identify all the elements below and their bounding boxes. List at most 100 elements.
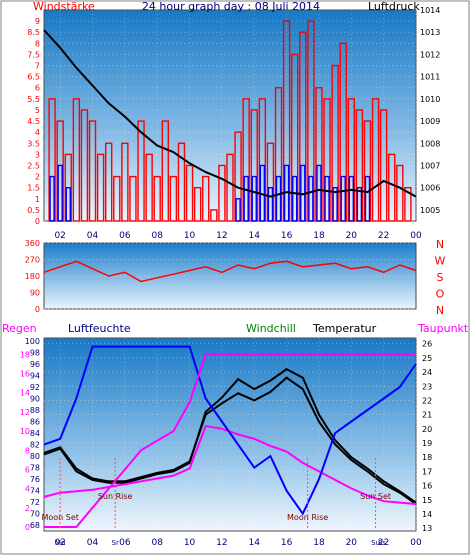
humidity-tick-label: 84 [30,429,40,438]
event-label: Moon Set [41,513,78,522]
rain-tick-label: 4 [25,485,30,494]
wind-tick-label: 5.5 [27,95,40,104]
gust-bar [49,175,55,222]
rain-tick-label: 6 [25,465,30,474]
event-label: Sun Rise [98,492,133,501]
rain-tick-label: 10 [20,427,30,436]
temperature-tick-label: 26 [422,340,432,349]
rain-tick-label: 18 [20,350,30,359]
humidity-tick-label: 92 [30,383,40,392]
rain-tick-label: 16 [20,370,30,379]
wind-tick-label: 1 [35,195,40,204]
x-tick-label: 08 [151,231,163,241]
wind-axis-title: Windstärke [33,0,95,13]
gust-bar [235,198,241,222]
humidity-tick-label: 82 [30,441,40,450]
x-tick-label: 10 [184,538,196,548]
pressure-tick-label: 1011 [420,73,440,82]
humidity-tick-label: 86 [30,418,40,427]
direction-tick-label: 180 [25,272,40,281]
x-tick-label: 10 [184,231,196,241]
humidity-tick-label: 98 [30,348,40,357]
pressure-line [43,29,417,198]
wind-bar [153,175,161,222]
gust-bar [275,175,282,222]
gust-bar [65,186,71,222]
dewpoint-label: Taupunkt [417,322,469,335]
gust-bar [332,186,338,222]
wind-tick-label: 0.5 [27,206,40,215]
pressure-tick-label: 1005 [420,206,440,215]
event-label: Sun Set [360,492,391,501]
wind-tick-label: 7.5 [27,50,40,59]
x-tick-label: 12 [216,231,227,241]
x-tick-label: 14 [249,231,261,241]
rain-tick-label: 0 [25,523,30,532]
x-tick-label: 22 [378,538,389,548]
temperature-tick-label: 16 [422,482,432,491]
direction-tick-label: 90 [30,289,40,298]
humidity-tick-label: 100 [25,337,40,346]
direction-tick-label: 270 [25,256,40,265]
wind-direction-plot-area [43,242,417,310]
x-tick-label: 16 [281,538,293,548]
wind-tick-label: 2 [35,173,40,182]
pressure-tick-label: 1007 [420,161,440,170]
temperature-tick-label: 20 [422,425,432,434]
rain-line [44,353,416,528]
gust-bar [340,175,346,222]
temperature-tick-label: 22 [422,396,432,405]
wind-tick-label: 6.5 [27,73,40,82]
x-tick-label: 12 [216,538,227,548]
x-tick-label: 00 [410,538,422,548]
wind-bar [177,142,186,222]
pressure-tick-label: 1010 [420,95,440,104]
humidity-tick-label: 90 [30,394,40,403]
wind-bar [96,153,105,222]
rain-tick-label: 14 [20,389,30,398]
wind-tick-label: 2.5 [27,161,40,170]
gust-bar [324,175,330,222]
gust-bar [291,175,298,222]
x-tick-label: 02 [54,231,65,241]
humidity-tick-label: 94 [30,371,40,380]
x-tick-label: 14 [249,538,261,548]
gust-bar [243,175,249,222]
wind-tick-label: 4 [35,128,40,137]
wind-tick-label: 7 [35,62,40,71]
x-tick-label: 22 [378,231,389,241]
wind-bar [210,209,218,222]
x-tick-label: 18 [313,231,325,241]
axis-labels: 00.511.522.533.544.555.566.577.588.59100… [20,6,441,548]
humidity-label: Luftfeuchte [68,322,131,335]
gust-bar [267,186,274,222]
x-tick-label: 02 [54,538,65,548]
x-tick-label: 04 [87,538,99,548]
direction-letter: S [437,271,444,284]
humidity-tick-label: 72 [30,498,40,507]
gust-bar [308,175,314,222]
wind-bar [88,120,97,222]
wind-tick-label: 1.5 [27,184,40,193]
temperature-tick-label: 15 [422,496,432,505]
chart-title: 24 hour graph day : 08 Juli 2014 [142,0,320,13]
wind-bar [129,175,137,222]
pressure-tick-label: 1012 [420,50,440,59]
temperature-tick-label: 24 [422,368,432,377]
gust-bar [251,175,257,222]
wind-bar [226,153,234,222]
humidity-tick-label: 70 [30,510,40,519]
temperature-tick-label: 25 [422,354,432,363]
wind-bar [185,164,194,222]
wind-tick-label: 5 [35,106,40,115]
wind-bar [371,98,380,222]
pressure-tick-label: 1009 [420,117,440,126]
x-tick-label: 08 [151,538,163,548]
temperature-grid [44,338,417,531]
wind-tick-label: 8 [35,39,40,48]
wind-tick-label: 9 [35,17,40,26]
x-tick-label: 18 [313,538,325,548]
